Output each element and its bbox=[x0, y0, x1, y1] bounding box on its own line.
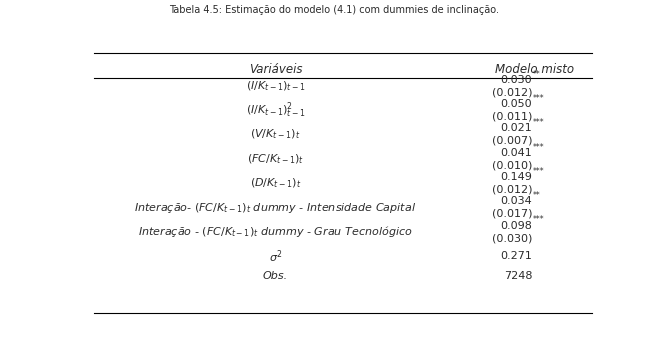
Text: ***: *** bbox=[533, 215, 545, 224]
Text: ***: *** bbox=[533, 167, 545, 176]
Text: **: ** bbox=[533, 70, 541, 79]
Text: 0.021: 0.021 bbox=[500, 123, 532, 133]
Text: 0.034: 0.034 bbox=[500, 196, 532, 206]
Text: (0.012): (0.012) bbox=[492, 185, 532, 195]
Text: Obs.: Obs. bbox=[263, 271, 288, 281]
Text: Interação- $(FC/K_{t-1})_t$ dummy - Intensidade Capital: Interação- $(FC/K_{t-1})_t$ dummy - Inte… bbox=[134, 201, 417, 215]
Text: ***: *** bbox=[533, 94, 545, 103]
Text: ***: *** bbox=[533, 118, 545, 127]
Text: 0.041: 0.041 bbox=[500, 148, 532, 158]
Text: **: ** bbox=[533, 191, 541, 200]
Text: 0.271: 0.271 bbox=[500, 251, 532, 261]
Text: (0.030): (0.030) bbox=[492, 233, 532, 243]
Text: ***: *** bbox=[533, 143, 545, 151]
Text: Interação - $(FC/K_{t-1})_t$ dummy - Grau Tecnológico: Interação - $(FC/K_{t-1})_t$ dummy - Gra… bbox=[138, 224, 413, 239]
Text: Modelo misto: Modelo misto bbox=[495, 63, 574, 76]
Text: 0.030: 0.030 bbox=[500, 75, 532, 85]
Text: (0.012): (0.012) bbox=[492, 87, 532, 97]
Text: $\sigma^2$: $\sigma^2$ bbox=[269, 248, 282, 265]
Text: $(I/K_{t-1})^2_{t-1}$: $(I/K_{t-1})^2_{t-1}$ bbox=[246, 101, 305, 120]
Text: (0.007): (0.007) bbox=[492, 136, 532, 146]
Text: Tabela 4.5: Estimação do modelo (4.1) com dummies de inclinação.: Tabela 4.5: Estimação do modelo (4.1) co… bbox=[169, 5, 500, 15]
Text: $(I/K_{t-1})_{t-1}$: $(I/K_{t-1})_{t-1}$ bbox=[246, 79, 305, 93]
Text: $(D/K_{t-1})_t$: $(D/K_{t-1})_t$ bbox=[250, 176, 301, 190]
Text: 0.098: 0.098 bbox=[500, 220, 532, 230]
Text: $(V/K_{t-1})_t$: $(V/K_{t-1})_t$ bbox=[250, 128, 301, 141]
Text: (0.010): (0.010) bbox=[492, 160, 532, 170]
Text: Variáveis: Variáveis bbox=[249, 63, 302, 76]
Text: (0.011): (0.011) bbox=[492, 112, 532, 122]
Text: 7248: 7248 bbox=[504, 271, 532, 281]
Text: 0.149: 0.149 bbox=[500, 172, 532, 182]
Text: 0.050: 0.050 bbox=[500, 99, 532, 109]
Text: $(FC/K_{t-1})_t$: $(FC/K_{t-1})_t$ bbox=[247, 152, 304, 166]
Text: (0.017): (0.017) bbox=[492, 209, 532, 219]
